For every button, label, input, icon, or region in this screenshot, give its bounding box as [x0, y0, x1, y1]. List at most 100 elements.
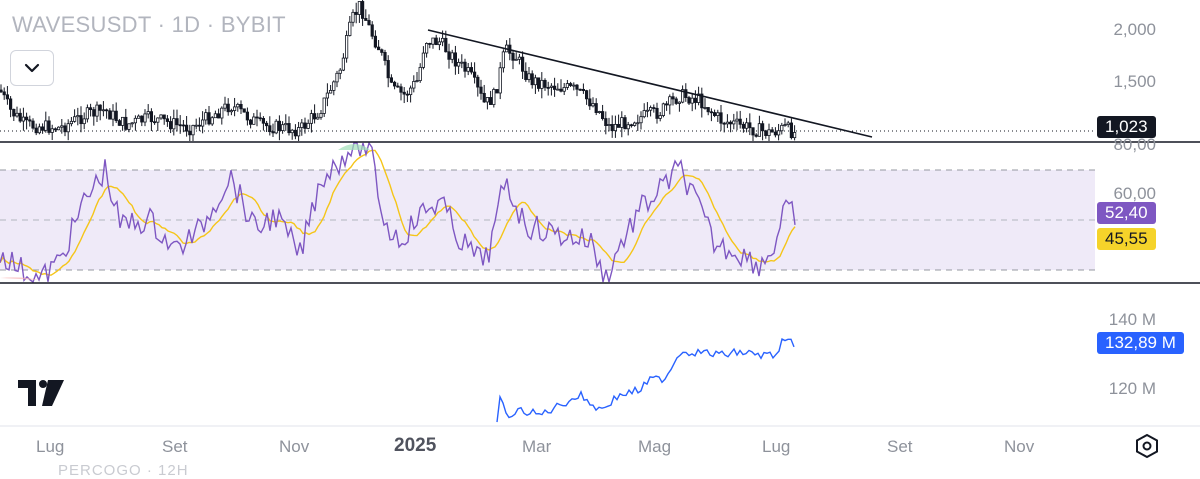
candle-body [706, 107, 710, 113]
candle-body [412, 81, 416, 89]
candle-body [287, 123, 291, 134]
candle-body [354, 11, 358, 15]
candle-body [783, 124, 787, 126]
candle-body [549, 85, 554, 88]
candle-body [21, 116, 26, 122]
cumulative-value-tag: 132,89 M [1097, 332, 1184, 354]
candle-body [117, 120, 121, 126]
candle-body [200, 119, 205, 127]
candle-body [575, 84, 579, 90]
candle-body [463, 61, 467, 72]
candle-body [101, 109, 105, 112]
candle-body [105, 109, 109, 112]
cum-tick-140m: 140 M [1108, 310, 1156, 329]
candle-body [284, 123, 288, 126]
candle-body [159, 114, 163, 119]
candle-body [143, 113, 147, 123]
candle-body [530, 73, 534, 86]
candle-body [175, 118, 179, 126]
candle-body [786, 122, 790, 125]
candle-body [655, 107, 659, 119]
candle-body [386, 60, 390, 79]
candle-body [645, 109, 650, 112]
candle-body [671, 96, 675, 100]
candle-body [546, 86, 550, 89]
candle-body [316, 116, 320, 120]
candle-body [498, 67, 502, 94]
candle-body [127, 123, 131, 130]
candle-body [649, 107, 653, 111]
candle-body [280, 124, 285, 131]
candle-body [588, 98, 592, 107]
candle-body [591, 103, 595, 107]
candle-body [745, 122, 749, 129]
candle-body [607, 124, 611, 127]
candle-body [677, 101, 682, 104]
candle-body [773, 131, 778, 136]
candle-body [514, 58, 518, 61]
candle-body [735, 118, 739, 122]
candle-body [162, 114, 166, 120]
candle-body [63, 125, 67, 133]
candle-body [44, 120, 48, 131]
candle-body [229, 110, 233, 113]
candle-body [665, 103, 669, 106]
candle-body [376, 46, 381, 51]
candle-body [629, 124, 634, 127]
candle-body [485, 97, 490, 103]
candle-body [82, 118, 86, 125]
collapse-button[interactable] [10, 50, 54, 86]
hexagon-gear-icon[interactable] [1135, 433, 1159, 459]
candle-body [456, 61, 461, 67]
candle-body [402, 91, 406, 95]
candle-body [757, 123, 762, 137]
cum-tick-120m: 120 M [1108, 379, 1156, 398]
candle-body [18, 112, 22, 122]
candle-body [335, 72, 339, 83]
candle-body [578, 88, 582, 91]
candle-body [559, 88, 563, 92]
candle-body [633, 122, 637, 126]
candle-body [165, 118, 169, 122]
candle-body [392, 81, 397, 87]
candle-body [709, 111, 714, 114]
cumulative-pane [496, 338, 795, 423]
candle-body [751, 127, 755, 136]
candle-body [181, 124, 185, 127]
candle-body [79, 115, 83, 125]
candle-body [50, 128, 54, 133]
candle-body [761, 123, 765, 132]
candle-body [34, 127, 38, 134]
candle-body [639, 116, 643, 124]
candle-body [488, 97, 493, 105]
candle-body [495, 89, 499, 94]
candle-body [268, 125, 272, 133]
symbol-title: WAVESUSDT · 1D · BYBIT [12, 12, 286, 37]
candle-body [133, 117, 137, 124]
candle-body [207, 112, 211, 125]
candle-body [725, 121, 730, 125]
candle-body [89, 107, 93, 111]
candle-body [517, 56, 522, 60]
candle-body [261, 118, 266, 124]
candle-body [41, 126, 45, 131]
candle-body [604, 118, 608, 127]
rsi-tick-60: 60,00 [1113, 184, 1156, 203]
candle-body [684, 89, 688, 98]
candle-body [92, 109, 96, 117]
candle-body [245, 111, 249, 121]
candle-body [111, 110, 115, 120]
bottom-ghost-text: PERCOGO · 12H [58, 462, 189, 479]
candle-body [511, 52, 515, 61]
candle-body [226, 103, 230, 113]
candle-body [24, 116, 29, 121]
descending-trendline [427, 29, 873, 138]
candle-body [793, 132, 797, 139]
candle-body [469, 67, 474, 73]
candle-body [15, 112, 19, 117]
candle-body [738, 118, 742, 125]
candle-body [450, 52, 454, 60]
candle-body [121, 116, 125, 126]
candle-body [168, 121, 173, 130]
